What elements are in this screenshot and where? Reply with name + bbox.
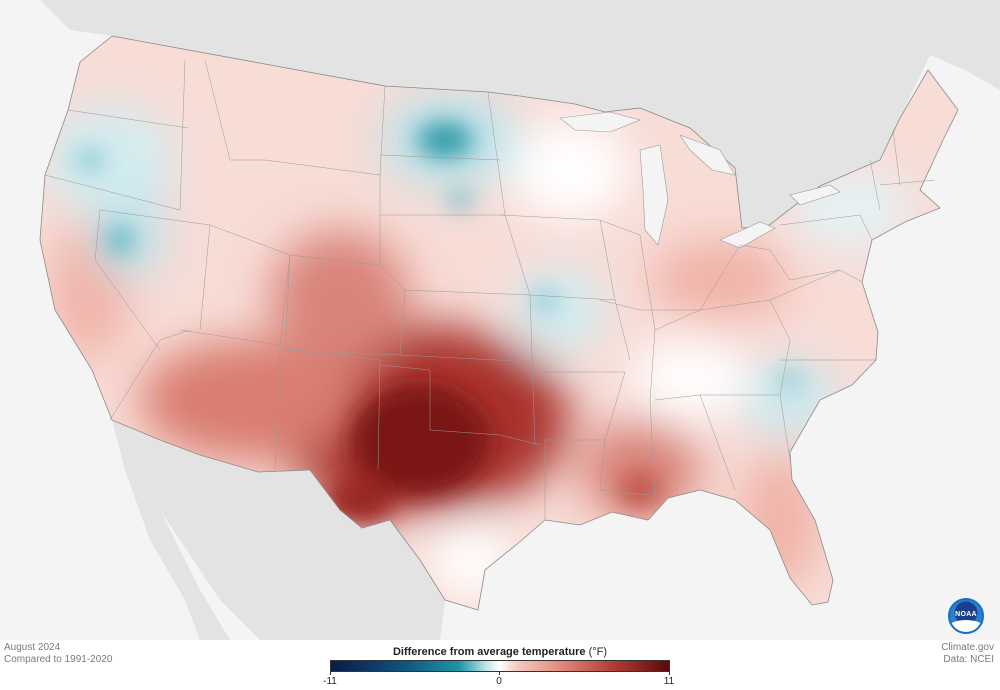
map-caption: August 2024 Compared to 1991-2020 [4, 642, 112, 666]
legend-max-label: 11 [663, 676, 675, 687]
temperature-anomaly-map [0, 0, 1000, 640]
noaa-logo-icon: NOAA [948, 598, 984, 634]
legend-tick-min [330, 671, 331, 675]
baja-peninsula [112, 420, 230, 640]
legend-color-bar [330, 660, 670, 672]
credits: Climate.gov Data: NCEI [941, 642, 994, 666]
legend-title-text: Difference from average temperature [392, 646, 586, 658]
noaa-logo-text: NOAA [955, 611, 977, 618]
great-lakes [559, 111, 841, 249]
state-borders [44, 59, 936, 520]
legend-tick-mid [499, 671, 500, 675]
period-label: August 2024 [4, 642, 61, 653]
legend-min-label: -11 [323, 676, 337, 687]
legend-mid-label: 0 [496, 676, 502, 687]
site-credit: Climate.gov [941, 642, 994, 653]
noaa-wave-shape [950, 620, 982, 632]
canada-landmass [0, 0, 1000, 228]
baseline-label: Compared to 1991-2020 [4, 654, 113, 665]
legend-title: Difference from average temperature (°F) [330, 646, 670, 658]
data-credit: Data: NCEI [943, 654, 994, 665]
mexico-landmass [112, 420, 445, 640]
legend-units: (°F) [588, 646, 608, 658]
legend-tick-max [669, 671, 670, 675]
